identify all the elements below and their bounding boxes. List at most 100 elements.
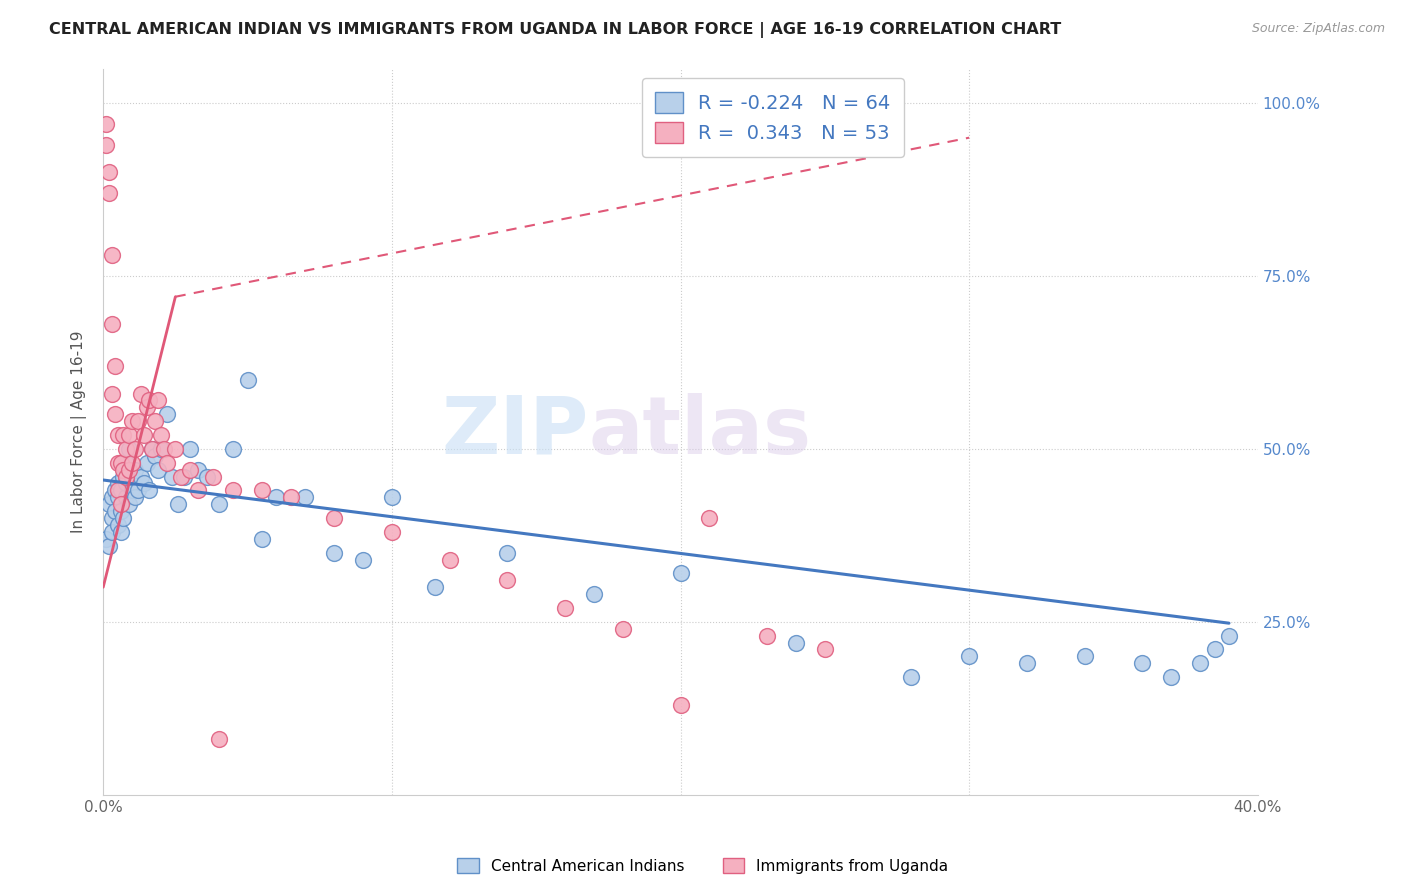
Point (352, 552, 374, 566)
Point (1132, 657, 1154, 671)
Point (115, 476, 138, 491)
Point (143, 449, 166, 463)
Point (98, 165, 121, 179)
Point (101, 248, 124, 262)
Point (250, 483, 273, 498)
Point (94, 117, 117, 131)
Point (132, 428, 155, 442)
Point (107, 456, 129, 470)
Legend: Central American Indians, Immigrants from Uganda: Central American Indians, Immigrants fro… (451, 852, 955, 880)
Point (153, 442, 176, 456)
Point (127, 483, 149, 498)
Point (1015, 657, 1038, 671)
Text: atlas: atlas (588, 392, 811, 471)
Point (101, 318, 124, 332)
Point (138, 393, 160, 408)
Point (162, 469, 184, 483)
Point (1073, 649, 1095, 664)
Point (121, 483, 143, 498)
Point (612, 622, 634, 636)
Point (208, 732, 231, 747)
Point (118, 442, 141, 456)
Point (104, 359, 127, 373)
Point (112, 463, 135, 477)
Point (195, 469, 218, 483)
Point (167, 497, 190, 511)
Point (121, 414, 143, 428)
Point (141, 442, 163, 456)
Point (101, 524, 124, 539)
Point (179, 442, 201, 456)
Text: CENTRAL AMERICAN INDIAN VS IMMIGRANTS FROM UGANDA IN LABOR FORCE | AGE 16-19 COR: CENTRAL AMERICAN INDIAN VS IMMIGRANTS FR… (49, 22, 1062, 38)
Point (143, 414, 166, 428)
Point (129, 469, 152, 483)
Point (381, 491, 404, 505)
Point (107, 491, 129, 505)
Point (669, 698, 692, 712)
Text: Source: ZipAtlas.com: Source: ZipAtlas.com (1251, 22, 1385, 36)
Point (187, 483, 209, 498)
Point (280, 491, 302, 505)
Point (107, 518, 129, 533)
Point (201, 469, 224, 483)
Point (98, 497, 121, 511)
Point (94, 137, 117, 152)
Point (179, 463, 201, 477)
Point (110, 504, 132, 518)
Point (146, 393, 169, 408)
Point (104, 504, 127, 518)
Point (110, 483, 132, 498)
Point (138, 483, 160, 498)
Point (112, 511, 135, 525)
Point (112, 469, 135, 483)
Point (1189, 657, 1212, 671)
Point (149, 428, 172, 442)
Point (146, 463, 169, 477)
Point (266, 491, 288, 505)
Point (156, 456, 179, 470)
Point (104, 407, 127, 421)
Point (187, 463, 209, 477)
Point (381, 524, 404, 539)
Point (135, 401, 157, 415)
Text: ZIP: ZIP (441, 392, 588, 471)
Point (101, 511, 124, 525)
Point (900, 670, 922, 684)
Point (756, 629, 779, 643)
Point (1160, 670, 1182, 684)
Point (149, 442, 172, 456)
Point (135, 456, 157, 470)
Point (699, 511, 721, 525)
Point (107, 428, 129, 442)
Point (222, 483, 245, 498)
Point (94, 532, 117, 546)
Point (98, 539, 121, 553)
Point (118, 428, 141, 442)
Point (170, 469, 193, 483)
Point (101, 491, 124, 505)
Point (104, 483, 127, 498)
Point (156, 407, 179, 421)
Point (107, 476, 129, 491)
Point (323, 546, 346, 560)
Point (496, 546, 519, 560)
Point (165, 442, 187, 456)
Point (1204, 642, 1226, 657)
Point (115, 469, 138, 483)
Point (222, 442, 245, 456)
Point (107, 483, 129, 498)
Legend: R = -0.224   N = 64, R =  0.343   N = 53: R = -0.224 N = 64, R = 0.343 N = 53 (641, 78, 904, 157)
Point (173, 469, 195, 483)
Point (98, 186, 121, 200)
Point (110, 456, 132, 470)
Point (110, 497, 132, 511)
Point (1218, 629, 1240, 643)
Point (121, 456, 143, 470)
Point (236, 373, 259, 387)
Point (115, 456, 138, 470)
Point (118, 463, 141, 477)
Point (112, 428, 135, 442)
Point (554, 601, 576, 615)
Point (127, 414, 149, 428)
Point (132, 476, 155, 491)
